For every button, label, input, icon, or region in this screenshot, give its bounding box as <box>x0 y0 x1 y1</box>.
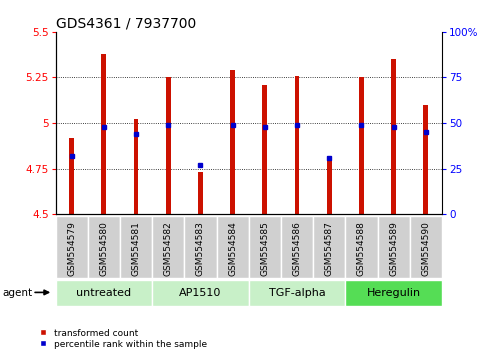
Text: GSM554586: GSM554586 <box>293 221 301 276</box>
Bar <box>56 216 88 278</box>
Bar <box>345 216 378 278</box>
Bar <box>56 280 152 306</box>
Text: GSM554581: GSM554581 <box>131 221 141 276</box>
Bar <box>281 216 313 278</box>
Text: GSM554584: GSM554584 <box>228 221 237 276</box>
Text: GDS4361 / 7937700: GDS4361 / 7937700 <box>56 17 196 31</box>
Bar <box>101 54 106 214</box>
Text: TGF-alpha: TGF-alpha <box>269 288 326 298</box>
Bar <box>410 216 442 278</box>
Bar <box>152 280 249 306</box>
Bar <box>198 172 203 214</box>
Text: GSM554582: GSM554582 <box>164 221 173 276</box>
Text: GSM554579: GSM554579 <box>67 221 76 276</box>
Bar <box>88 216 120 278</box>
Text: untreated: untreated <box>76 288 131 298</box>
Bar <box>424 105 428 214</box>
Text: GSM554589: GSM554589 <box>389 221 398 276</box>
Text: GSM554583: GSM554583 <box>196 221 205 276</box>
Bar <box>249 216 281 278</box>
Text: GSM554588: GSM554588 <box>357 221 366 276</box>
Legend: transformed count, percentile rank within the sample: transformed count, percentile rank withi… <box>38 328 208 349</box>
Text: Heregulin: Heregulin <box>367 288 421 298</box>
Text: GSM554580: GSM554580 <box>99 221 108 276</box>
Bar <box>295 76 299 214</box>
Bar <box>230 70 235 214</box>
Bar <box>327 156 332 214</box>
Bar <box>134 119 139 214</box>
Text: GSM554587: GSM554587 <box>325 221 334 276</box>
Text: GSM554585: GSM554585 <box>260 221 270 276</box>
Bar <box>313 216 345 278</box>
Bar <box>152 216 185 278</box>
Bar <box>216 216 249 278</box>
Bar <box>378 216 410 278</box>
Text: AP1510: AP1510 <box>179 288 222 298</box>
Bar <box>359 78 364 214</box>
Bar <box>262 85 267 214</box>
Bar <box>69 138 74 214</box>
Text: agent: agent <box>2 288 32 298</box>
Bar <box>166 78 170 214</box>
Bar <box>249 280 345 306</box>
Bar <box>185 216 216 278</box>
Bar <box>345 280 442 306</box>
Bar <box>120 216 152 278</box>
Bar <box>391 59 396 214</box>
Text: GSM554590: GSM554590 <box>421 221 430 276</box>
